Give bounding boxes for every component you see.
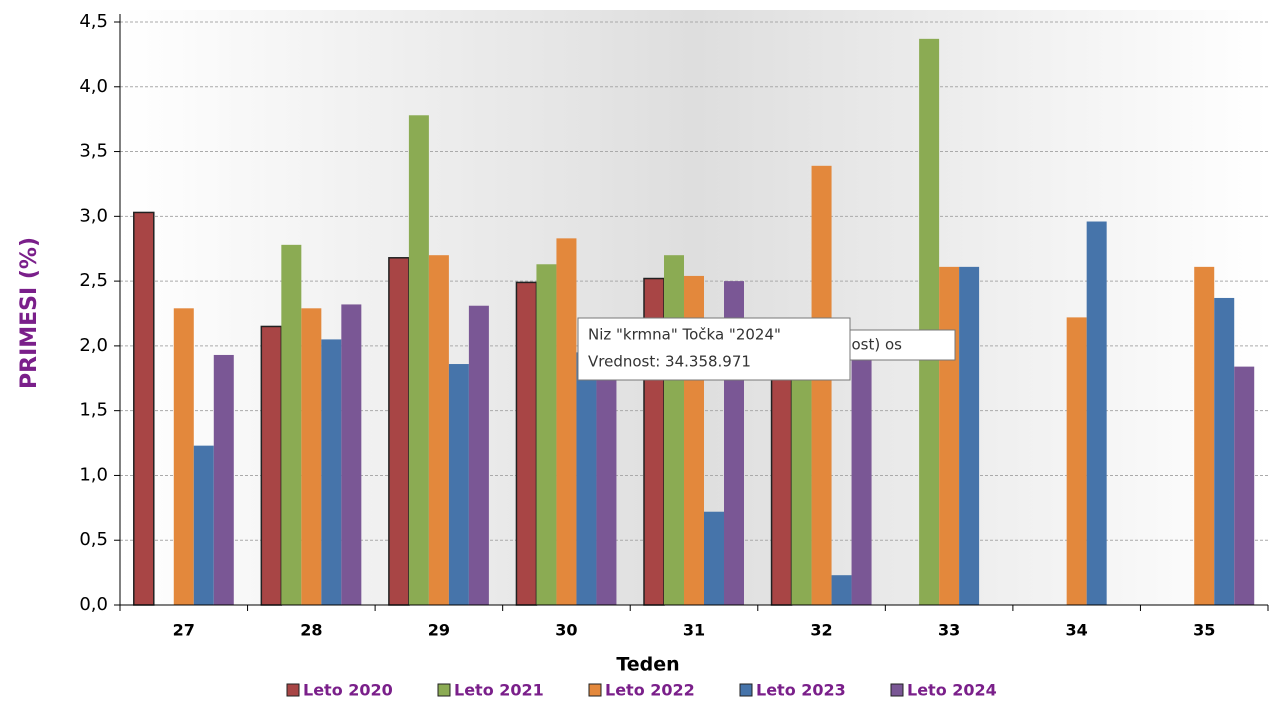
legend-label: Leto 2024 [907,681,997,700]
legend-swatch [437,683,451,697]
bar [851,358,872,605]
bar [831,575,852,605]
x-tick-label: 34 [1066,621,1088,640]
y-tick-label: 1,5 [79,400,108,421]
bar [388,257,410,606]
bar [408,115,429,605]
legend-label: Leto 2022 [605,681,695,700]
bar [448,364,469,605]
bar [468,305,489,605]
legend-label: Leto 2021 [454,681,544,700]
bar [281,244,302,605]
legend-swatch [890,683,904,697]
bar [341,304,362,605]
bar [1066,317,1087,605]
x-tick-label: 27 [173,621,195,640]
bar [770,358,793,606]
bar [213,354,234,605]
bar [791,358,812,605]
x-tick-label: 33 [938,621,960,640]
bar [321,339,342,605]
bar [1214,297,1235,605]
bar [428,255,449,605]
tooltip [577,317,851,381]
x-tick-label: 30 [555,621,577,640]
bar [260,325,283,606]
bar [173,308,194,605]
bar [959,266,980,605]
bar [536,264,557,605]
bar [939,266,960,605]
y-tick-label: 2,5 [79,270,108,291]
x-axis-label: Teden [616,654,679,676]
x-tick-label: 29 [428,621,450,640]
bar [1194,266,1215,605]
legend-swatch [286,683,300,697]
bar [301,308,322,605]
x-tick-label: 28 [300,621,322,640]
y-tick-label: 4,5 [79,11,108,32]
y-tick-label: 4,0 [79,76,108,97]
y-tick-label: 0,0 [79,594,108,615]
bar [133,211,155,606]
legend-swatch [588,683,602,697]
y-tick-label: 2,0 [79,335,108,356]
y-tick-label: 3,0 [79,205,108,226]
y-tick-label: 3,5 [79,141,108,162]
y-tick-label: 1,0 [79,464,108,485]
bar [919,38,940,605]
legend-label: Leto 2020 [303,681,393,700]
tooltip-behind-text: nost) os [842,336,902,354]
bar [664,255,684,605]
y-axis-label: PRIMESI (%) [17,237,42,389]
tooltip-line: Vrednost: 34.358.971 [588,353,751,371]
y-tick-label: 0,5 [79,529,108,550]
bar [596,352,617,605]
legend-label: Leto 2023 [756,681,846,700]
bar [1086,221,1107,605]
bar [1234,366,1255,605]
bar [811,165,832,605]
x-tick-label: 31 [683,621,705,640]
x-tick-label: 35 [1193,621,1215,640]
x-tick-label: 32 [810,621,832,640]
legend-swatch [739,683,753,697]
bar [193,445,214,605]
bar [556,238,577,605]
bar [704,511,724,605]
tooltip-line: Niz "krmna" Točka "2024" [588,326,781,344]
bar [515,281,538,606]
bar [576,352,597,605]
